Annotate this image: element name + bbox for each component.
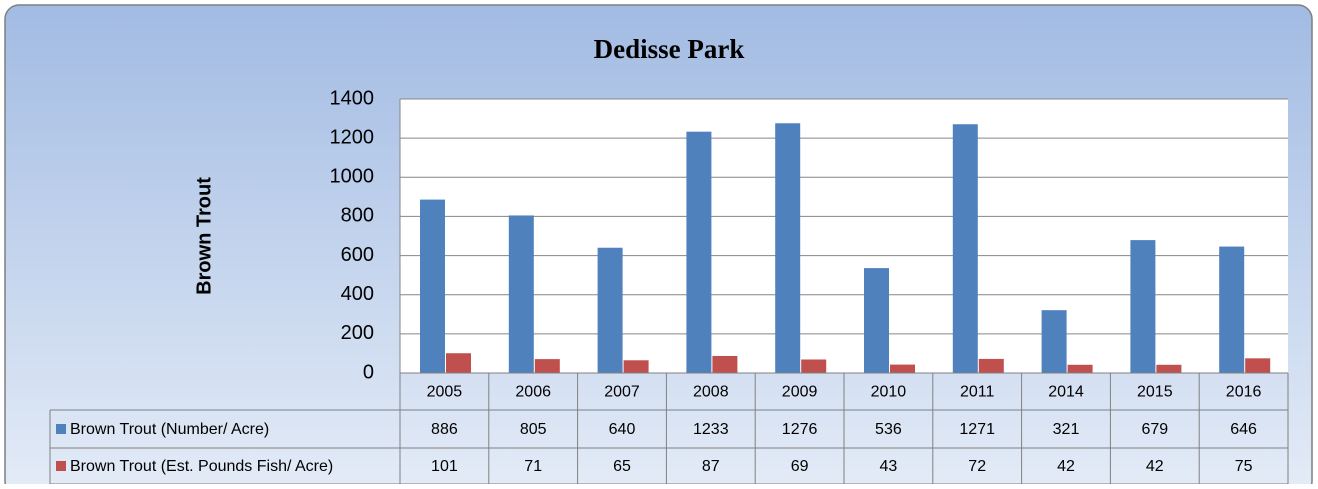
bar	[508, 215, 534, 373]
x-tick-label: 2010	[871, 384, 907, 401]
table-value: 640	[609, 421, 636, 438]
legend-swatch	[56, 424, 66, 434]
legend-label: Brown Trout (Number/ Acre)	[70, 421, 269, 438]
table-value: 65	[613, 458, 631, 475]
legend-swatch	[56, 461, 66, 471]
table-value: 536	[875, 421, 902, 438]
y-axis-title: Brown Trout	[193, 177, 215, 295]
chart-title: Dedisse Park	[594, 34, 745, 64]
y-tick-label: 400	[341, 283, 374, 305]
bar	[686, 131, 712, 373]
table-value: 42	[1146, 458, 1164, 475]
y-tick-label: 1200	[330, 126, 375, 148]
table-value: 87	[702, 458, 720, 475]
table-value: 1233	[693, 421, 729, 438]
table-value: 1276	[782, 421, 818, 438]
table-value: 101	[431, 458, 458, 475]
legend-label: Brown Trout (Est. Pounds Fish/ Acre)	[70, 458, 333, 475]
x-tick-label: 2014	[1048, 384, 1084, 401]
bar	[712, 355, 738, 373]
table-value: 886	[431, 421, 458, 438]
bar	[623, 360, 649, 373]
table-value: 1271	[959, 421, 995, 438]
table-value: 321	[1053, 421, 1080, 438]
y-tick-label: 200	[341, 322, 374, 344]
x-tick-label: 2009	[782, 384, 818, 401]
table-value: 43	[880, 458, 898, 475]
bar	[420, 199, 445, 373]
bar	[801, 359, 827, 373]
x-tick-label: 2006	[515, 384, 551, 401]
bar	[1130, 240, 1156, 373]
bar	[952, 124, 978, 373]
table-value: 805	[520, 421, 547, 438]
bar	[446, 353, 471, 373]
bar	[1041, 310, 1067, 373]
x-tick-label: 2015	[1137, 384, 1173, 401]
x-tick-label: 2011	[960, 384, 995, 401]
table-value: 69	[791, 458, 809, 475]
x-tick-label: 2007	[604, 384, 640, 401]
bar	[1067, 364, 1093, 373]
bar	[1156, 364, 1182, 373]
x-tick-label: 2008	[693, 384, 729, 401]
bar	[534, 359, 560, 373]
table-value: 72	[968, 458, 986, 475]
table-value: 646	[1230, 421, 1257, 438]
bar	[1245, 358, 1271, 373]
table-value: 71	[524, 458, 542, 475]
y-tick-label: 1400	[330, 87, 375, 109]
table-value: 679	[1141, 421, 1168, 438]
x-tick-label: 2005	[427, 384, 463, 401]
bar	[597, 247, 623, 373]
bar	[978, 358, 1004, 373]
y-tick-label: 800	[341, 205, 374, 227]
table-value: 42	[1057, 458, 1075, 475]
bar	[864, 268, 889, 373]
bar	[775, 123, 801, 373]
table-value: 75	[1235, 458, 1253, 475]
y-tick-label: 1000	[330, 166, 375, 188]
x-tick-label: 2016	[1226, 384, 1262, 401]
y-tick-label: 0	[363, 361, 374, 383]
bar	[1219, 246, 1245, 373]
bar	[890, 364, 915, 373]
y-tick-label: 600	[341, 244, 374, 266]
